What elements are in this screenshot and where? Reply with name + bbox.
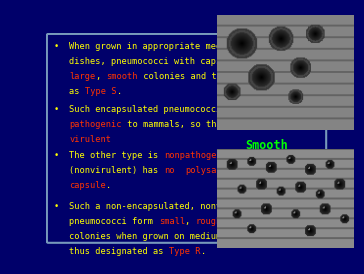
Text: Smooth: Smooth bbox=[246, 139, 288, 152]
Text: When grown in appropriate media in petri: When grown in appropriate media in petri bbox=[70, 42, 280, 51]
Text: capsule: capsule bbox=[70, 181, 106, 190]
Text: ,: , bbox=[185, 217, 195, 226]
Text: polysaccharide: polysaccharide bbox=[185, 166, 258, 175]
Text: thus designated as: thus designated as bbox=[70, 247, 169, 256]
Text: Type S: Type S bbox=[85, 87, 117, 96]
Text: colonies and thus designated: colonies and thus designated bbox=[138, 72, 290, 81]
Text: large: large bbox=[70, 72, 96, 81]
Text: Type R: Type R bbox=[169, 247, 201, 256]
Text: nonpathogenic: nonpathogenic bbox=[164, 151, 232, 160]
Text: .: . bbox=[106, 181, 111, 190]
Text: pathogenic: pathogenic bbox=[70, 120, 122, 129]
Text: •: • bbox=[54, 151, 59, 160]
Text: .: . bbox=[201, 247, 206, 256]
Text: Rough: Rough bbox=[249, 228, 285, 241]
Text: The other type is: The other type is bbox=[70, 151, 164, 160]
Text: (nonvirulent) has: (nonvirulent) has bbox=[70, 166, 164, 175]
Text: Such encapsulated pneumococci are quite: Such encapsulated pneumococci are quite bbox=[70, 105, 274, 114]
Text: •: • bbox=[54, 42, 59, 51]
Text: to mammals, so they are: to mammals, so they are bbox=[122, 120, 248, 129]
Text: •: • bbox=[54, 105, 59, 114]
Text: pneumococci form: pneumococci form bbox=[70, 217, 159, 226]
Text: small: small bbox=[159, 217, 185, 226]
Text: smooth: smooth bbox=[106, 72, 138, 81]
Text: colonies when grown on medium and are: colonies when grown on medium and are bbox=[70, 232, 264, 241]
Text: .: . bbox=[117, 87, 122, 96]
FancyBboxPatch shape bbox=[47, 34, 326, 243]
Text: ,: , bbox=[96, 72, 106, 81]
Text: Such a non-encapsulated, nonvirulent: Such a non-encapsulated, nonvirulent bbox=[70, 202, 258, 211]
Text: •: • bbox=[54, 202, 59, 211]
Text: no: no bbox=[164, 166, 174, 175]
Text: virulent: virulent bbox=[70, 135, 111, 144]
Text: as: as bbox=[70, 87, 85, 96]
Text: rough-surfaced: rough-surfaced bbox=[195, 217, 269, 226]
Text: dishes, pneumococci with capsule form: dishes, pneumococci with capsule form bbox=[70, 57, 264, 66]
